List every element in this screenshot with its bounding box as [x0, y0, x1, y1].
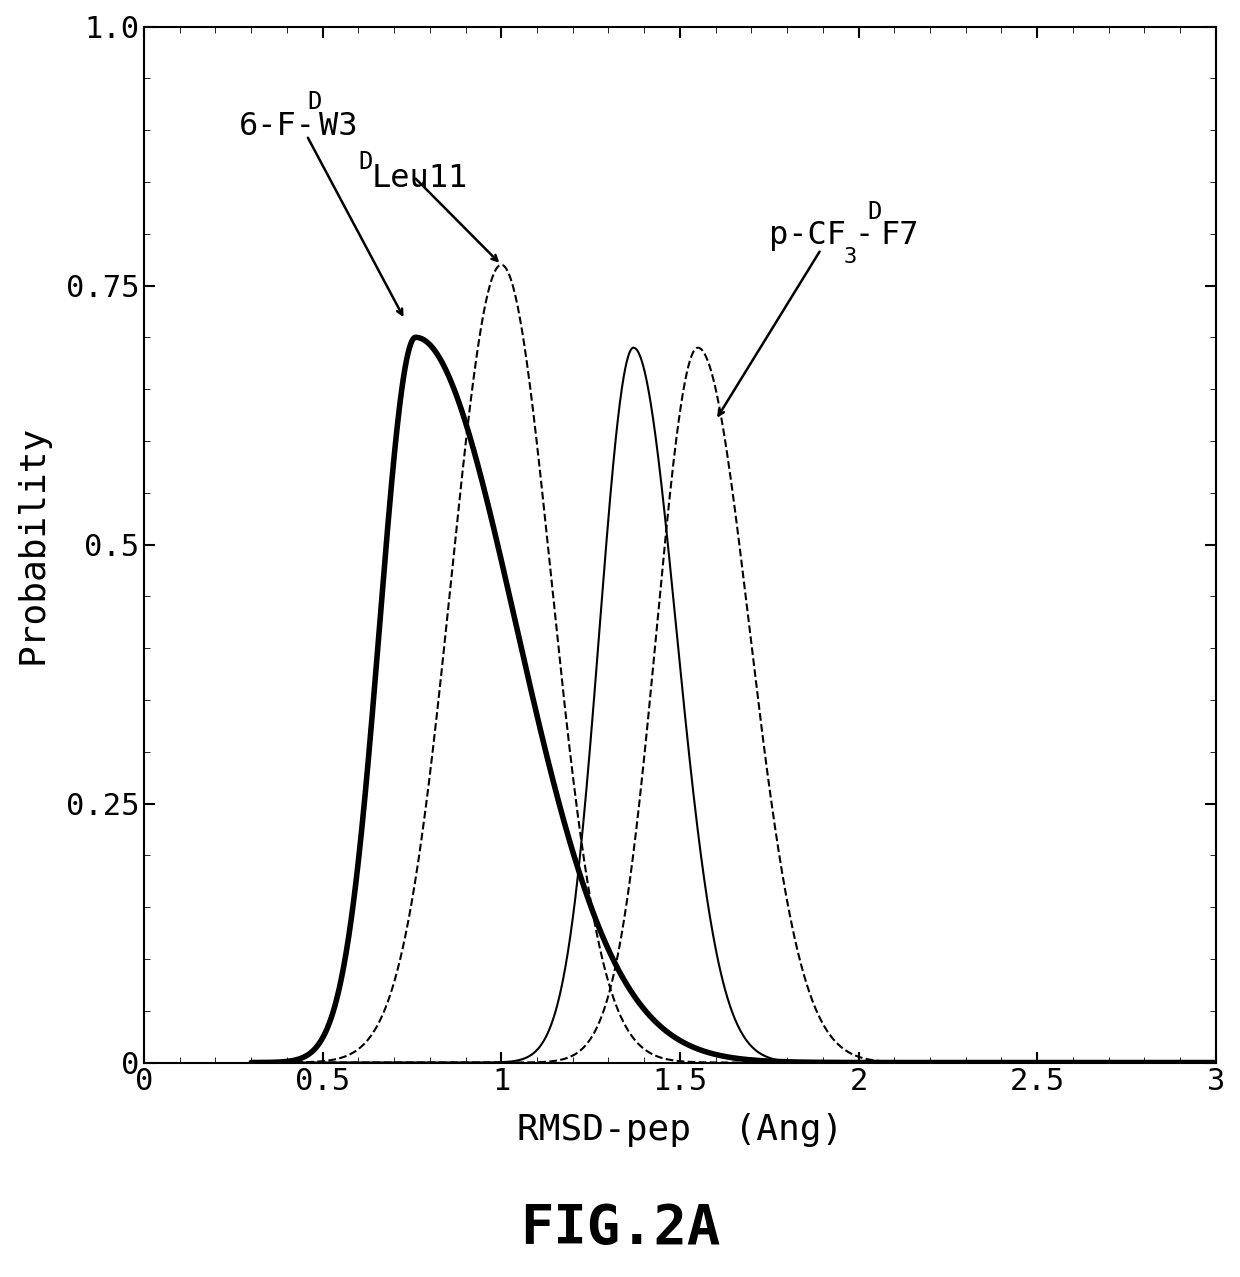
Text: W3: W3	[319, 111, 357, 142]
Text: D: D	[868, 200, 882, 225]
Text: D: D	[358, 151, 373, 175]
Text: 3: 3	[844, 246, 857, 267]
Text: D: D	[308, 91, 321, 115]
Text: -: -	[854, 220, 873, 252]
Text: p-CF: p-CF	[769, 220, 846, 252]
Text: F7: F7	[880, 220, 919, 252]
Text: FIG.2A: FIG.2A	[520, 1202, 720, 1255]
Text: Leu11: Leu11	[372, 163, 467, 194]
Text: 6-F-: 6-F-	[239, 111, 316, 142]
Y-axis label: Probability: Probability	[15, 425, 50, 664]
X-axis label: RMSD-pep  (Ang): RMSD-pep (Ang)	[517, 1114, 843, 1147]
